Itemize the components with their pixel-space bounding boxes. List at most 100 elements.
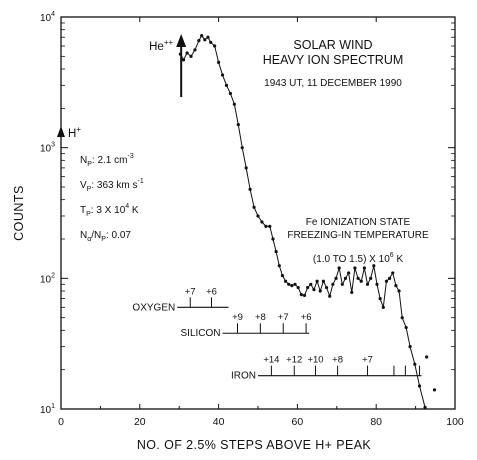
- data-point: [337, 266, 341, 270]
- data-point: [240, 146, 244, 150]
- ion-scale-tick-label: +12: [286, 355, 302, 366]
- data-point: [203, 38, 207, 42]
- data-point: [394, 283, 398, 288]
- hp-label-text: H: [68, 128, 76, 140]
- hp-peak-arrow-head: [57, 126, 65, 137]
- data-point: [413, 362, 417, 366]
- param-sub: P: [87, 186, 92, 193]
- data-point-late: [425, 355, 429, 359]
- data-point: [290, 283, 294, 288]
- series-group: [178, 34, 437, 409]
- data-point: [217, 60, 221, 64]
- data-point: [372, 264, 376, 268]
- hp-peak-label: H+: [68, 125, 81, 140]
- data-point: [331, 282, 335, 286]
- x-axis-label: NO. OF 2.5% STEPS ABOVE H+ PEAK: [137, 438, 372, 452]
- y-tick-label: 103: [40, 142, 55, 155]
- param-sup: -3: [127, 153, 133, 160]
- data-point: [248, 187, 252, 191]
- annotations-group: He++H+NP: 2.1 cm-3VP: 363 km s-1TP: 3 X …: [57, 34, 429, 265]
- data-point: [287, 282, 291, 286]
- x-tick-label: 0: [58, 416, 64, 428]
- ion-scale-tick-label: +8: [332, 355, 343, 366]
- param-name: N: [80, 155, 87, 166]
- data-point: [293, 282, 297, 286]
- ion-scales-group: OXYGEN +7 +6 SILICON +9 +8 +7 +6 IRON +14 +12 +10 +8…: [132, 286, 422, 382]
- param-text: : 3 X 10: [91, 205, 126, 216]
- data-point: [252, 205, 256, 209]
- fe-range: (1.0 TO 1.5) X 106 K: [313, 252, 404, 265]
- hp-label-sup: +: [76, 125, 81, 134]
- param-after: K: [129, 205, 139, 216]
- data-point: [309, 282, 313, 286]
- data-point: [347, 271, 351, 275]
- param-sup: -1: [137, 178, 143, 185]
- data-point: [256, 214, 260, 218]
- data-point: [236, 123, 240, 127]
- data-point: [268, 224, 272, 228]
- data-point: [387, 276, 392, 280]
- data-point: [260, 220, 264, 224]
- y-tick-exp: 4: [51, 11, 55, 18]
- data-point: [224, 83, 229, 87]
- data-point: [391, 271, 395, 275]
- data-point: [375, 282, 379, 286]
- param-line: TP: 3 X 104 K: [80, 203, 139, 218]
- y-tick-label: 104: [40, 11, 55, 24]
- ion-scale-tick-label: +7: [278, 312, 289, 323]
- data-point-late: [432, 388, 437, 392]
- data-point: [350, 290, 354, 295]
- data-point: [340, 282, 344, 286]
- data-point: [315, 279, 319, 283]
- data-point: [271, 237, 275, 241]
- ion-scale-tick-label: +6: [206, 286, 217, 297]
- fe-title-line2: FREEZING-IN TEMPERATURE: [287, 230, 429, 241]
- param-text: /N: [91, 230, 101, 241]
- ion-scale-tick-label: +7: [185, 286, 196, 297]
- data-point: [397, 289, 401, 293]
- data-point: [220, 73, 225, 77]
- data-point: [189, 54, 193, 58]
- param-sub: α: [87, 236, 91, 243]
- chart-subtitle: HEAVY ION SPECTRUM: [263, 53, 404, 67]
- param-line: Nα/NP: 0.07: [80, 230, 131, 243]
- y-tick-exp: 2: [51, 272, 55, 279]
- data-point: [378, 296, 382, 301]
- data-point: [312, 287, 316, 292]
- ion-scale-tick-label: +7: [362, 355, 373, 366]
- data-point: [244, 166, 248, 170]
- param-text: : 363 km s: [91, 180, 137, 191]
- data-point: [274, 250, 278, 254]
- data-point: [213, 44, 217, 48]
- y-tick-base: 10: [40, 144, 52, 155]
- y-tick-label: 101: [40, 403, 55, 416]
- data-point: [334, 276, 338, 280]
- data-point: [277, 264, 281, 268]
- data-point: [318, 289, 322, 293]
- ion-scale-tick-label: +9: [232, 312, 243, 323]
- fe-title-line1: Fe IONIZATION STATE: [306, 217, 411, 228]
- ion-scale-tick-label: +14: [263, 355, 279, 366]
- data-point: [400, 316, 404, 320]
- y-tick-exp: 1: [51, 403, 55, 410]
- fe-range-text: (1.0 TO 1.5) X 10: [313, 254, 390, 265]
- data-point: [381, 305, 385, 309]
- data-point: [423, 405, 427, 409]
- data-point: [232, 102, 236, 106]
- data-point: [384, 279, 389, 283]
- data-point: [362, 266, 366, 270]
- data-point: [283, 279, 288, 283]
- he-label-sup: ++: [164, 38, 174, 47]
- x-tick-label: 40: [213, 416, 225, 428]
- x-axis-ticks: 0 20 40 60 80 100: [58, 17, 464, 428]
- data-point: [209, 40, 213, 44]
- data-point: [280, 273, 285, 278]
- data-point: [369, 276, 373, 280]
- data-point: [356, 276, 360, 280]
- x-tick-label: 20: [134, 416, 146, 428]
- param-name: V: [80, 180, 87, 191]
- data-point: [185, 51, 189, 55]
- data-point: [328, 294, 332, 298]
- data-point: [181, 58, 186, 62]
